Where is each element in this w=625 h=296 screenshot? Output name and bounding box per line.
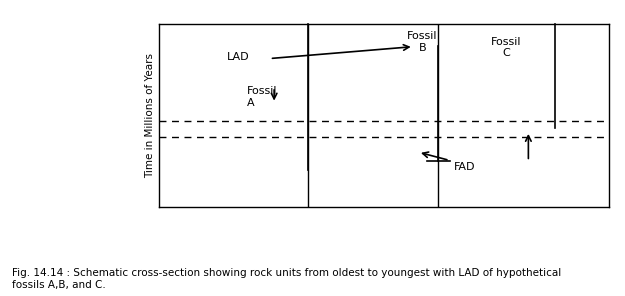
Text: Fig. 14.14 : Schematic cross-section showing rock units from oldest to youngest : Fig. 14.14 : Schematic cross-section sho…	[12, 268, 562, 290]
Text: Fossil
B: Fossil B	[408, 31, 438, 53]
Text: FAD: FAD	[454, 162, 476, 172]
Text: Fossil
C: Fossil C	[491, 36, 521, 58]
Text: LAD: LAD	[227, 52, 249, 62]
Y-axis label: Time in Millions of Years: Time in Millions of Years	[145, 53, 155, 178]
Text: Fossil
A: Fossil A	[247, 86, 278, 108]
